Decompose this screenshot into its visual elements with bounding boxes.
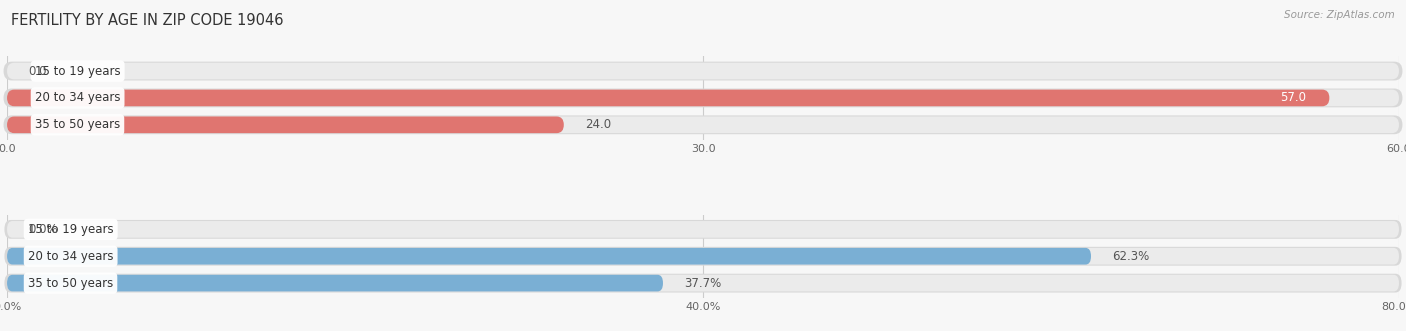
Text: 20 to 34 years: 20 to 34 years: [28, 250, 114, 263]
FancyBboxPatch shape: [7, 90, 1330, 106]
FancyBboxPatch shape: [7, 275, 664, 292]
FancyBboxPatch shape: [7, 90, 1399, 106]
FancyBboxPatch shape: [4, 274, 1402, 293]
Text: 37.7%: 37.7%: [683, 277, 721, 290]
FancyBboxPatch shape: [7, 248, 1399, 264]
Text: 62.3%: 62.3%: [1112, 250, 1149, 263]
Text: 0.0%: 0.0%: [28, 223, 58, 236]
Text: 15 to 19 years: 15 to 19 years: [28, 223, 114, 236]
Text: 15 to 19 years: 15 to 19 years: [35, 65, 121, 77]
FancyBboxPatch shape: [7, 63, 1399, 79]
FancyBboxPatch shape: [7, 117, 564, 133]
FancyBboxPatch shape: [4, 88, 1402, 107]
FancyBboxPatch shape: [7, 117, 1399, 133]
FancyBboxPatch shape: [4, 220, 1402, 239]
Text: 35 to 50 years: 35 to 50 years: [35, 118, 120, 131]
Text: Source: ZipAtlas.com: Source: ZipAtlas.com: [1284, 10, 1395, 20]
FancyBboxPatch shape: [4, 62, 1402, 80]
Text: 24.0: 24.0: [585, 118, 610, 131]
Text: 20 to 34 years: 20 to 34 years: [35, 91, 121, 104]
Text: FERTILITY BY AGE IN ZIP CODE 19046: FERTILITY BY AGE IN ZIP CODE 19046: [11, 13, 284, 28]
FancyBboxPatch shape: [7, 248, 1091, 264]
Text: 35 to 50 years: 35 to 50 years: [28, 277, 112, 290]
FancyBboxPatch shape: [7, 275, 1399, 292]
FancyBboxPatch shape: [7, 221, 1399, 238]
FancyBboxPatch shape: [4, 116, 1402, 134]
Text: 57.0: 57.0: [1281, 91, 1306, 104]
Text: 0.0: 0.0: [28, 65, 46, 77]
FancyBboxPatch shape: [4, 247, 1402, 266]
